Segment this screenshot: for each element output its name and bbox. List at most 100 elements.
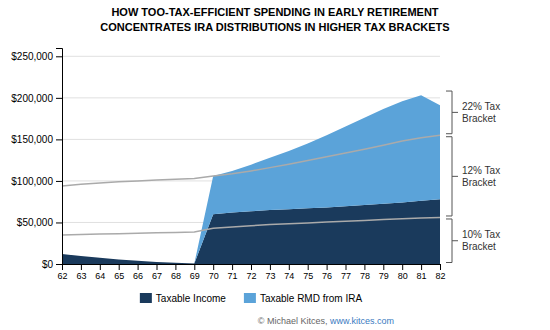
y-tick-mark	[56, 264, 62, 265]
x-tick-label: 70	[209, 271, 219, 281]
x-tick-mark	[327, 264, 328, 270]
x-tick-label: 64	[95, 271, 105, 281]
x-tick-label: 77	[341, 271, 351, 281]
x-tick-label: 73	[265, 271, 275, 281]
x-tick: 72	[246, 264, 256, 281]
x-tick: 80	[398, 264, 408, 281]
x-tick-mark	[289, 264, 290, 270]
y-tick-label: $0	[42, 259, 54, 270]
x-tick-label: 75	[303, 271, 313, 281]
x-tick-mark	[81, 264, 82, 270]
x-tick-label: 81	[417, 271, 427, 281]
bracket-label: 22% TaxBracket	[462, 101, 500, 124]
grid-line	[62, 97, 440, 98]
legend-swatch	[140, 293, 152, 303]
x-tick-label: 74	[284, 271, 294, 281]
x-tick-label: 80	[398, 271, 408, 281]
y-tick: $0	[42, 259, 62, 270]
x-tick-mark	[232, 264, 233, 270]
x-tick-mark	[270, 264, 271, 270]
bracket-label-line: 10% Tax	[462, 229, 500, 240]
x-tick: 77	[341, 264, 351, 281]
area	[62, 95, 440, 263]
x-tick-mark	[364, 264, 365, 270]
x-tick-mark	[157, 264, 158, 270]
x-tick-label: 65	[114, 271, 124, 281]
x-tick: 70	[209, 264, 219, 281]
legend-label: Taxable RMD from IRA	[260, 293, 363, 304]
bracket-label-line: 22% Tax	[462, 101, 500, 112]
y-tick: $250,000	[11, 51, 62, 62]
y-tick-mark	[56, 139, 62, 140]
x-tick-label: 71	[228, 271, 238, 281]
bracket	[446, 137, 458, 216]
x-tick-label: 82	[435, 271, 445, 281]
x-tick-label: 76	[322, 271, 332, 281]
footer: © Michael Kitces,	[258, 316, 330, 326]
x-tick: 62	[57, 264, 67, 281]
x-tick-label: 78	[360, 271, 370, 281]
bracket-label-line: Bracket	[462, 113, 496, 124]
legend: Taxable Income Taxable RMD from IRA	[140, 293, 363, 304]
y-tick-label: $250,000	[11, 51, 53, 62]
x-axis: 6263646566676869707172737475767778798081…	[57, 264, 445, 281]
footer-link: www.kitces.com	[329, 316, 394, 326]
x-tick-mark	[138, 264, 139, 270]
bracket	[446, 91, 458, 134]
x-tick: 69	[190, 264, 200, 281]
bracket-label: 10% TaxBracket	[462, 229, 500, 252]
x-tick-label: 72	[246, 271, 256, 281]
x-tick-mark	[440, 264, 441, 270]
y-tick: $150,000	[11, 134, 62, 145]
grid-line	[62, 56, 440, 57]
y-tick-mark	[56, 222, 62, 223]
plot: 6263646566676869707172737475767778798081…	[11, 49, 500, 282]
legend-swatch	[244, 293, 256, 303]
x-tick-label: 69	[190, 271, 200, 281]
bracket-label-line: Bracket	[462, 241, 496, 252]
y-tick-mark	[56, 56, 62, 57]
x-tick: 64	[95, 264, 105, 281]
x-tick-mark	[402, 264, 403, 270]
y-tick-label: $150,000	[11, 134, 53, 145]
x-tick-mark	[100, 264, 101, 270]
bracket	[446, 219, 458, 263]
x-tick-mark	[119, 264, 120, 270]
x-tick-label: 62	[57, 271, 67, 281]
x-tick-label: 79	[379, 271, 389, 281]
x-tick: 82	[435, 264, 445, 281]
x-tick-mark	[421, 264, 422, 270]
bracket-label-line: Bracket	[462, 177, 496, 188]
x-tick: 81	[417, 264, 427, 281]
x-tick: 67	[152, 264, 162, 281]
bracket-label: 12% TaxBracket	[462, 165, 500, 188]
y-tick-mark	[56, 98, 62, 99]
x-tick-mark	[308, 264, 309, 270]
grid	[62, 56, 440, 264]
legend-item: Taxable RMD from IRA	[244, 293, 363, 304]
legend-label: Taxable Income	[156, 293, 226, 304]
title: HOW TOO-TAX-EFFICIENT SPENDING IN EARLY …	[111, 6, 438, 18]
x-tick: 76	[322, 264, 332, 281]
chart: HOW TOO-TAX-EFFICIENT SPENDING IN EARLY …	[0, 0, 550, 330]
marks	[62, 95, 440, 264]
x-tick-mark	[383, 264, 384, 270]
x-tick: 73	[265, 264, 275, 281]
y-tick-label: $200,000	[11, 93, 53, 104]
x-tick: 66	[133, 264, 143, 281]
x-tick-mark	[194, 264, 195, 270]
y-axis: $0 $50,000 $100,000 $150,000 $200,000 $250,00…	[11, 49, 62, 270]
y-tick: $50,000	[17, 217, 62, 228]
bracket-label-line: 12% Tax	[462, 165, 500, 176]
y-tick: $100,000	[11, 176, 62, 187]
x-tick: 74	[284, 264, 294, 281]
y-tick-mark	[56, 181, 62, 182]
x-tick: 79	[379, 264, 389, 281]
line	[62, 217, 440, 234]
x-tick: 63	[76, 264, 86, 281]
x-axis-line	[63, 265, 441, 271]
x-tick: 78	[360, 264, 370, 281]
x-tick-mark	[251, 264, 252, 270]
y-tick-label: $100,000	[11, 176, 53, 187]
x-tick-mark	[213, 264, 214, 270]
